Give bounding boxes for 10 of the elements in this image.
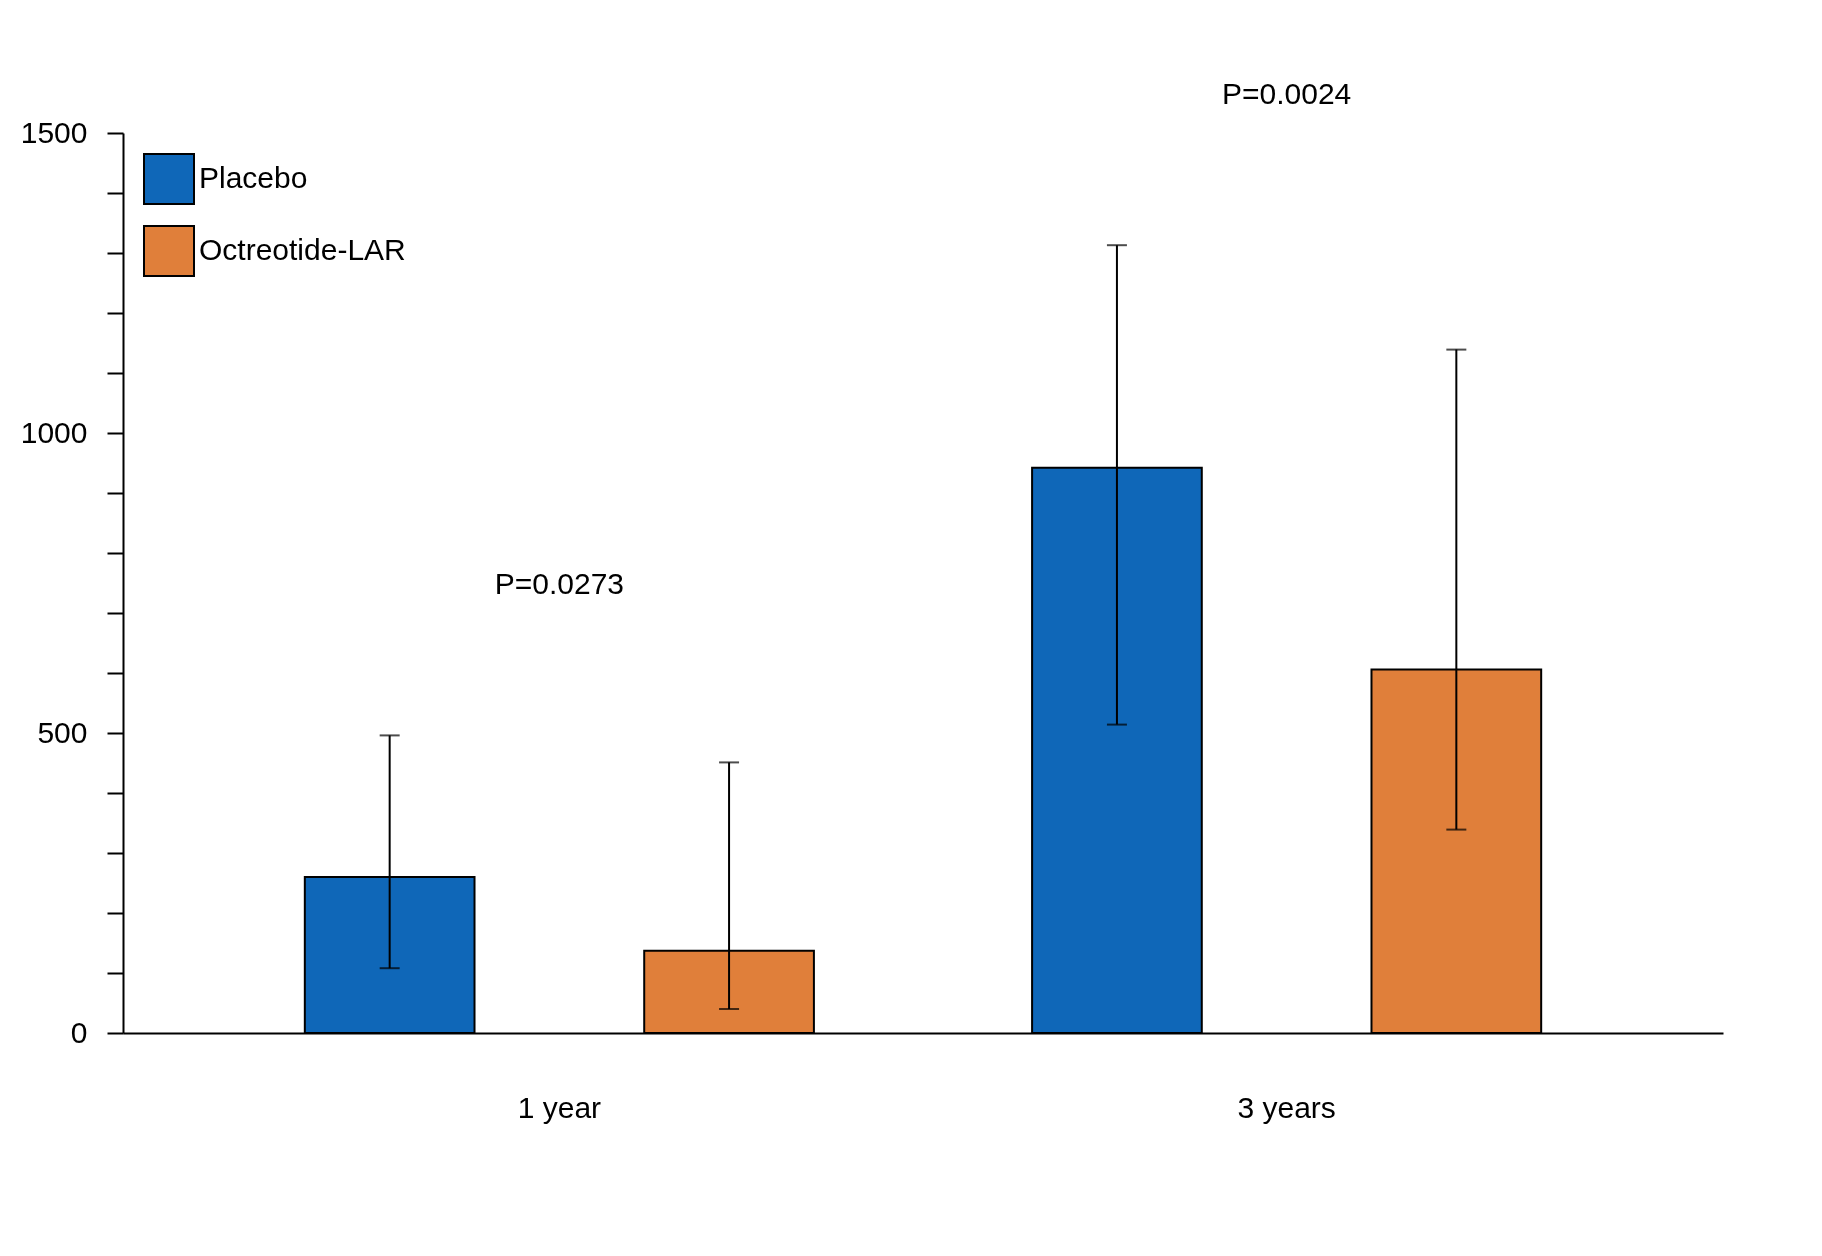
y-tick-label: 1000 <box>20 415 88 449</box>
x-tick-label: 3 years <box>1237 1090 1336 1124</box>
y-tick-label: 1500 <box>20 115 88 149</box>
legend-label: Octreotide-LAR <box>199 233 406 266</box>
y-tick-label: 500 <box>37 715 88 749</box>
x-tick-label: 1 year <box>517 1090 602 1124</box>
annotation: P=0.0273 <box>494 567 625 601</box>
y-tick-label: 0 <box>70 1015 88 1049</box>
legend-label: Placebo <box>199 161 308 194</box>
text: P=0.0024 <box>1221 77 1352 111</box>
